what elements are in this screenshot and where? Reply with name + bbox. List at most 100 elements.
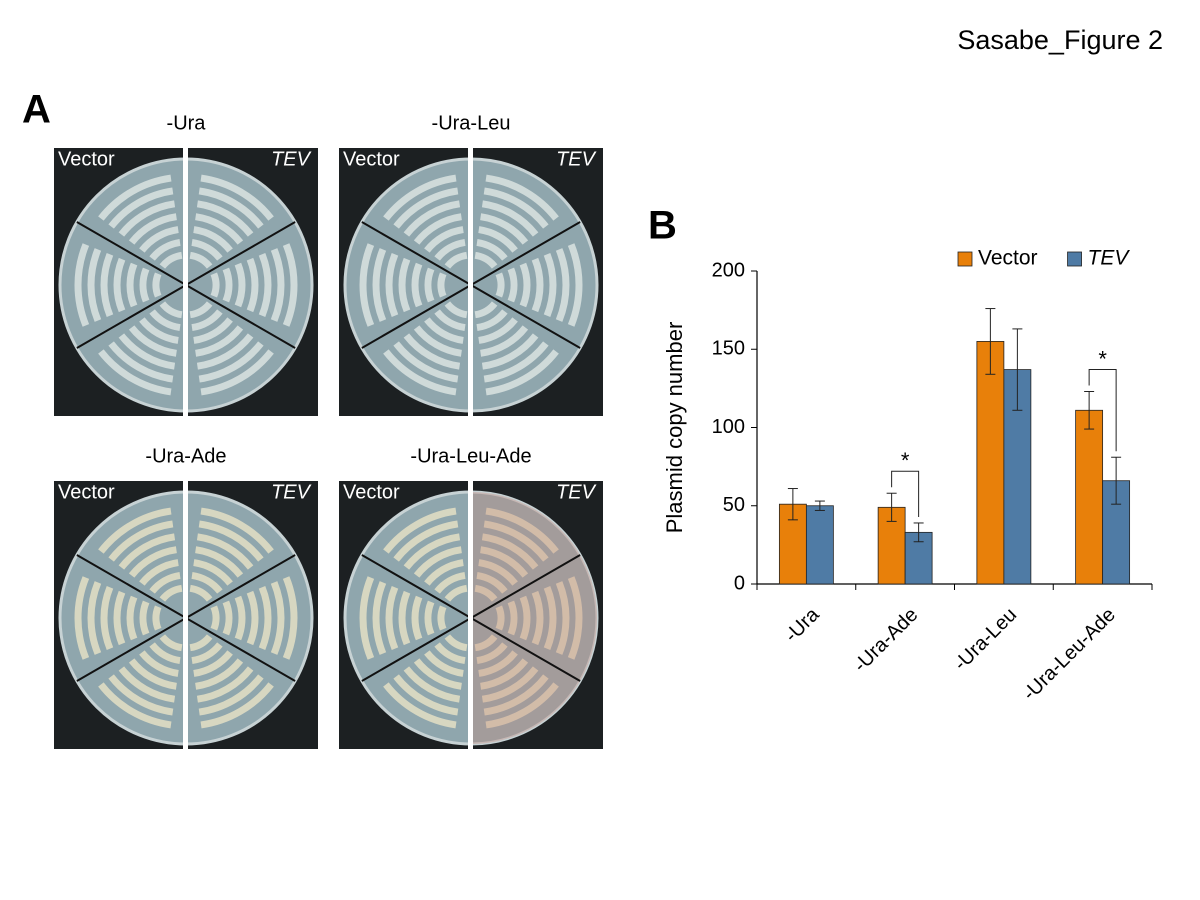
colony-streak <box>476 309 508 332</box>
colony-streak <box>476 571 508 594</box>
colony-streak <box>258 252 272 318</box>
colony-streak <box>478 317 518 344</box>
colony-streak <box>100 252 114 318</box>
sector-line <box>470 284 581 349</box>
colony-streak <box>98 682 172 729</box>
plate-left-label: Vector <box>343 481 400 503</box>
sector-line <box>185 554 296 619</box>
colony-streak <box>118 533 176 570</box>
x-tick-label: -Ura-Ade <box>849 604 922 677</box>
plate-title: -Ura-Ade <box>145 445 226 467</box>
colony-streak <box>372 581 387 655</box>
legend-swatch <box>957 251 973 267</box>
colony-streak <box>531 257 544 313</box>
colony-streak <box>108 520 174 562</box>
colony-streak <box>152 272 162 298</box>
colony-streak <box>149 309 181 332</box>
colony-streak <box>200 349 274 396</box>
colony-streak <box>372 248 387 322</box>
colony-streak <box>383 507 457 554</box>
colony-streak <box>149 238 181 261</box>
sector-line <box>76 284 187 349</box>
colony-streak <box>478 559 518 586</box>
colony-streak <box>196 533 254 570</box>
plate-right-label: TEV <box>556 148 597 170</box>
colony-streak <box>424 559 464 586</box>
significance-mark: * <box>1098 346 1107 371</box>
colony-streak <box>139 226 179 253</box>
plate-right-label: TEV <box>271 481 312 503</box>
colony-streak <box>193 650 233 677</box>
colony-streak <box>481 200 539 237</box>
sector-line <box>76 617 187 682</box>
colony-streak <box>108 341 174 383</box>
plate-left-label: Vector <box>58 481 115 503</box>
colony-streak <box>403 200 461 237</box>
colony-streak <box>189 584 213 602</box>
panel-label: A <box>22 88 51 132</box>
sector-line <box>361 554 472 619</box>
colony-streak <box>413 546 462 578</box>
x-tick-label: -Ura-Leu-Ade <box>1019 604 1120 705</box>
colony-streak <box>411 595 423 641</box>
colony-streak <box>152 605 162 631</box>
significance-bracket <box>1088 369 1117 452</box>
colony-streak <box>383 682 457 729</box>
colony-streak <box>74 576 90 660</box>
colony-streak <box>444 301 468 319</box>
colony-streak <box>159 301 183 319</box>
colony-streak <box>519 262 531 308</box>
colony-streak <box>139 600 150 636</box>
y-axis-label: Plasmid copy number <box>662 322 687 534</box>
colony-streak <box>196 333 254 370</box>
pink-region <box>471 492 597 744</box>
colony-streak <box>196 200 254 237</box>
colony-streak <box>480 213 529 245</box>
y-tick-label: 100 <box>712 416 745 438</box>
plate-split <box>183 481 188 749</box>
colony-streak <box>398 257 411 313</box>
colony-streak <box>437 605 447 631</box>
sector-line <box>185 617 296 682</box>
colony-streak <box>191 309 223 332</box>
colony-streak <box>189 251 213 269</box>
plate-title: -Ura-Leu-Ade <box>410 445 531 467</box>
colony-streak <box>474 251 498 269</box>
colony-streak <box>393 341 459 383</box>
colony-streak <box>478 650 518 677</box>
colony-streak <box>198 520 264 562</box>
colony-streak <box>393 187 459 229</box>
colony-streak <box>113 257 126 313</box>
colony-streak <box>128 546 177 578</box>
error-bar <box>985 308 996 375</box>
error-bar <box>1084 391 1095 430</box>
legend-label: Vector <box>978 247 1038 270</box>
colony-streak <box>195 213 244 245</box>
colony-streak <box>98 507 172 554</box>
sector-line <box>470 221 581 286</box>
colony-streak <box>139 317 179 344</box>
colony-streak <box>398 590 411 646</box>
colony-streak <box>434 309 466 332</box>
plate-left-label: Vector <box>58 148 115 170</box>
figure-title: Sasabe_Figure 2 <box>957 25 1163 55</box>
colony-streak <box>434 238 466 261</box>
colony-streak <box>413 658 462 690</box>
colony-streak <box>403 333 461 370</box>
sector-line <box>76 554 187 619</box>
colony-streak <box>200 682 274 729</box>
bar <box>1075 409 1104 585</box>
colony-streak <box>444 251 468 269</box>
colony-streak <box>87 581 102 655</box>
colony-streak <box>108 187 174 229</box>
colony-streak <box>383 174 457 221</box>
panel-label: B <box>648 204 677 248</box>
colony-streak <box>100 585 114 651</box>
colony-streak <box>485 174 559 221</box>
significance-mark: * <box>901 448 910 473</box>
plate-split <box>183 148 188 416</box>
error-bar <box>1111 456 1122 505</box>
colony-streak <box>193 226 233 253</box>
colony-streak <box>139 559 179 586</box>
